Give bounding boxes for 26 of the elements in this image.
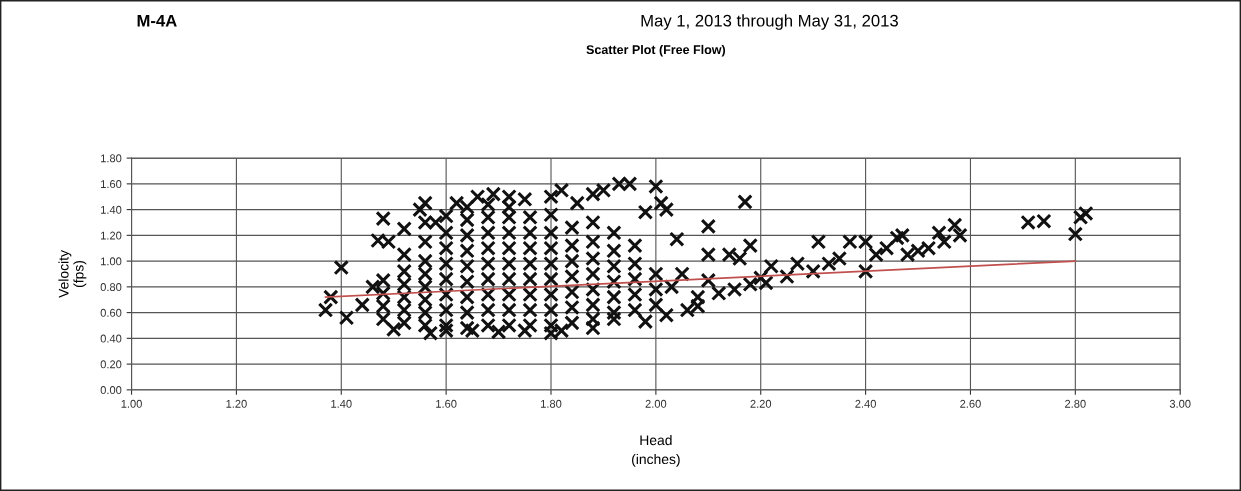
y-tick-label: 0.40 [100,334,122,343]
y-tick-label: 0.20 [100,360,122,369]
y-tick-label: 1.00 [101,257,122,266]
x-tick-label: 1.00 [121,399,142,408]
x-tick-label: 1.40 [331,399,352,408]
y-tick-label: 1.80 [101,154,122,163]
y-tick-label: 0.80 [100,283,122,291]
y-tick-label: 0.60 [100,308,122,317]
text: M-4A [137,14,177,27]
x-tick-label: 2.00 [645,399,667,408]
x-tick-label: 1.60 [436,399,457,408]
x-tick-label: 2.60 [960,399,981,408]
x-tick-label: 2.40 [855,399,876,408]
y-tick-label: 1.40 [101,205,122,214]
y-tick-label: 1.60 [101,180,122,188]
y-tick-label: 1.20 [101,231,122,240]
x-tick-label: 2.20 [750,399,772,408]
x-tick-label: 3.00 [1169,399,1191,408]
y-tick-label: 0.00 [100,386,122,394]
x-tick-label: 2.80 [1065,399,1086,408]
x-axis-title: Head (inches) [632,434,680,467]
x-tick-label: 1.20 [226,399,247,408]
x-tick-label: 1.80 [541,399,562,408]
chart-title: Scatter Plot (Free Flow) [586,44,726,57]
text: May 1, 2013 through May 31, 2013 [641,14,898,30]
y-axis-title: Velocity (fps) [58,250,87,298]
